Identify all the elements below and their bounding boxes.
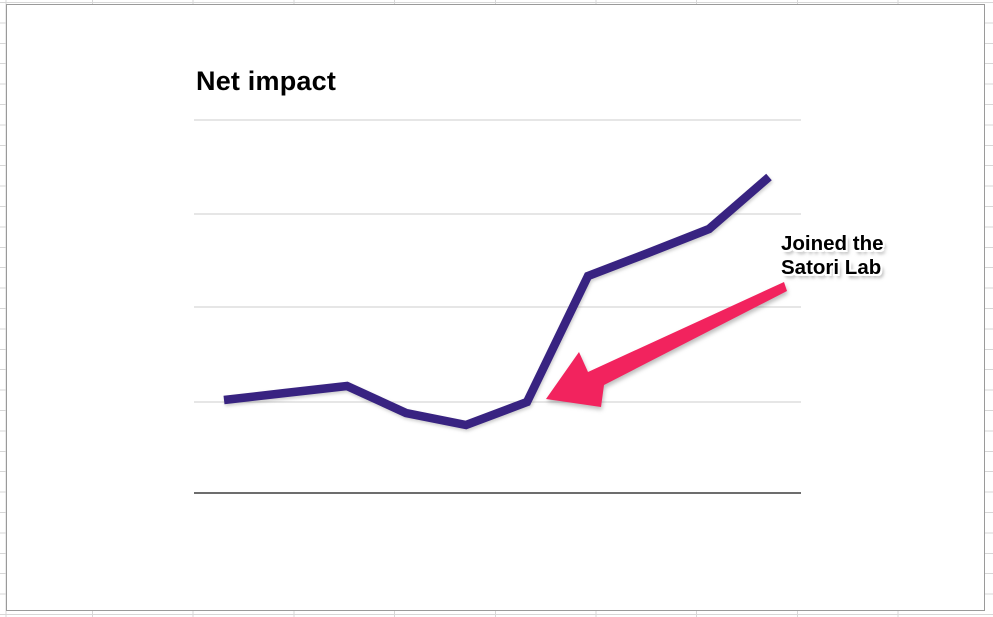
chart-card[interactable] [6,4,985,611]
annotation-text: Joined the Satori Lab [781,232,884,280]
chart-title: Net impact [196,66,337,96]
annotation-line-1: Joined the [781,232,884,255]
annotation-line-2: Satori Lab [781,256,882,279]
